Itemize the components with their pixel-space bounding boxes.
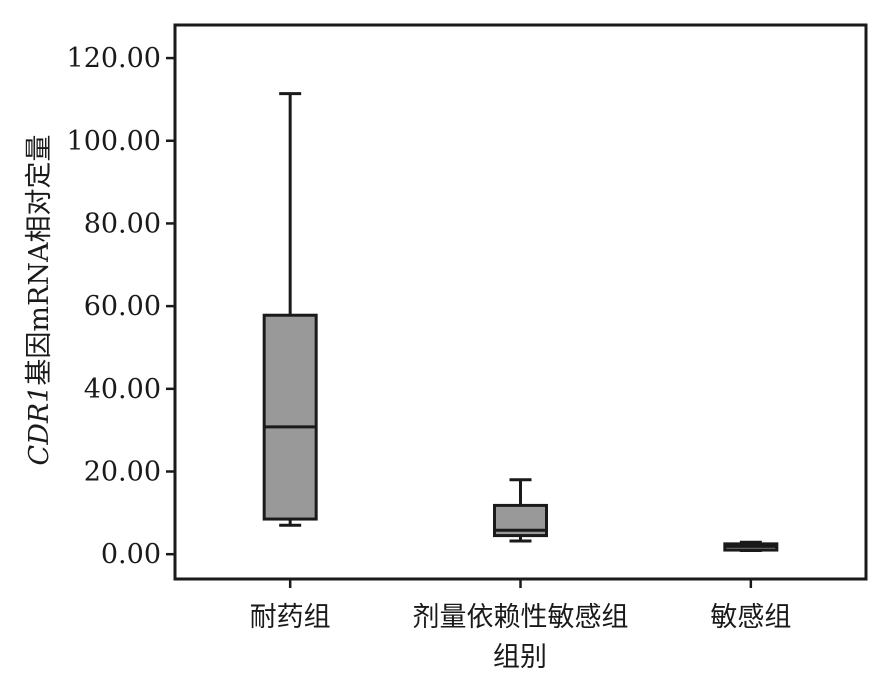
y-axis-title-rest: 基因mRNA相对定量 <box>24 135 55 386</box>
box-group <box>723 540 779 552</box>
boxes <box>262 92 779 552</box>
x-axis: 耐药组 剂量依赖性敏感组 敏感组 <box>250 579 791 633</box>
x-tick-label: 敏感组 <box>710 602 791 633</box>
y-tick-label: 40.00 <box>84 374 161 405</box>
iqr-box <box>262 313 318 521</box>
x-tick-label: 耐药组 <box>250 602 331 633</box>
y-axis: 0.00 20.00 40.00 60.00 80.00 100.00 120.00 <box>67 43 175 570</box>
y-axis-title: CDR1基因mRNA相对定量 <box>24 135 55 466</box>
box-group <box>262 92 318 527</box>
y-tick-label: 20.00 <box>84 457 161 488</box>
y-tick-label: 0.00 <box>101 539 161 570</box>
y-tick-label: 80.00 <box>84 208 161 239</box>
y-axis-title-italic: CDR1 <box>24 386 55 466</box>
x-tick-label: 剂量依赖性敏感组 <box>413 602 629 633</box>
y-tick-label: 100.00 <box>67 126 161 157</box>
y-tick-label: 120.00 <box>67 43 161 74</box>
y-tick-label: 60.00 <box>84 291 161 322</box>
x-axis-title: 组别 <box>493 642 547 673</box>
box-group <box>493 478 548 543</box>
